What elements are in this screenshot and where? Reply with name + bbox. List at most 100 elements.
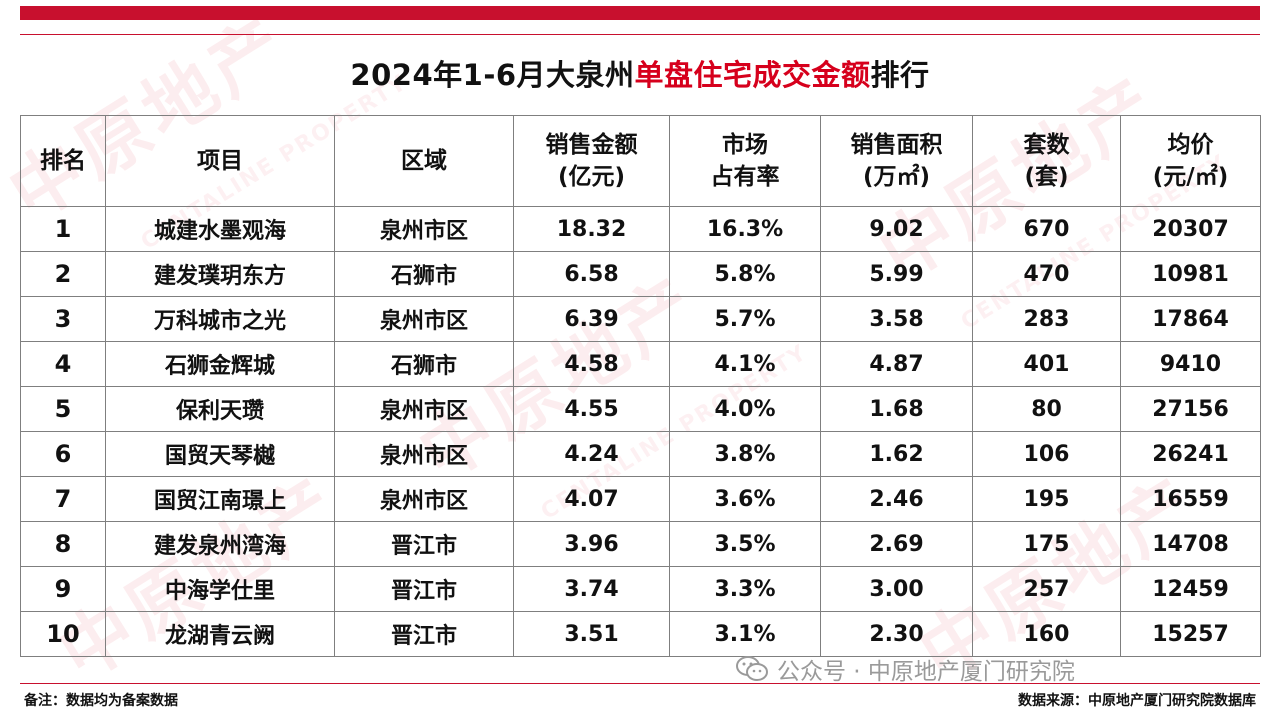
column-header: 区域 [334, 115, 514, 207]
project-cell: 国贸江南璟上 [105, 476, 335, 522]
table-row: 8 建发泉州湾海 晋江市 3.96 3.5% 2.69 175 14708 [20, 521, 1261, 567]
rank-cell: 8 [20, 521, 106, 567]
sales-area-cell: 5.99 [820, 251, 973, 297]
sales-area-cell: 1.62 [820, 431, 973, 477]
units-cell: 80 [972, 386, 1121, 432]
column-header-unit: (万㎡) [862, 164, 931, 190]
rank-cell: 2 [20, 251, 106, 297]
column-header: 销售金额 (亿元) [513, 115, 670, 207]
units-cell: 401 [972, 341, 1121, 387]
project-cell: 国贸天琴樾 [105, 431, 335, 477]
sales-amount-cell: 4.24 [513, 431, 670, 477]
column-header-label: 项目 [197, 148, 243, 174]
region-cell: 泉州市区 [334, 386, 514, 432]
market-share-cell: 5.8% [669, 251, 821, 297]
table-row: 2 建发璞玥东方 石狮市 6.58 5.8% 5.99 470 10981 [20, 251, 1261, 297]
rank-cell: 7 [20, 476, 106, 522]
sales-amount-cell: 18.32 [513, 206, 670, 252]
public-account-text: 公众号 · 中原地产厦门研究院 [777, 659, 1075, 685]
sales-area-cell: 9.02 [820, 206, 973, 252]
avg-price-cell: 15257 [1120, 611, 1261, 657]
table-header-row: 排名 项目 区域 销售金额 (亿元) 市场 占有率 销售面积 (万㎡) 套数 (套) 均价 (元/㎡) [20, 115, 1261, 207]
wechat-icon [736, 656, 768, 681]
market-share-cell: 16.3% [669, 206, 821, 252]
sales-amount-cell: 3.96 [513, 521, 670, 567]
region-cell: 石狮市 [334, 251, 514, 297]
rank-cell: 1 [20, 206, 106, 252]
column-header: 项目 [105, 115, 335, 207]
project-cell: 保利天瓒 [105, 386, 335, 432]
sales-area-cell: 3.58 [820, 296, 973, 342]
table-row: 9 中海学仕里 晋江市 3.74 3.3% 3.00 257 12459 [20, 566, 1261, 612]
page-title: 2024年1-6月大泉州单盘住宅成交金额排行 [20, 52, 1260, 94]
sales-area-cell: 2.30 [820, 611, 973, 657]
avg-price-cell: 20307 [1120, 206, 1261, 252]
column-header-unit: 占有率 [710, 164, 780, 190]
project-cell: 建发璞玥东方 [105, 251, 335, 297]
column-header-unit: (元/㎡) [1152, 164, 1229, 190]
units-cell: 175 [972, 521, 1121, 567]
column-header-unit: (套) [1024, 164, 1069, 190]
region-cell: 晋江市 [334, 611, 514, 657]
column-header-label: 均价 [1167, 132, 1214, 158]
rank-cell: 3 [20, 296, 106, 342]
project-cell: 城建水墨观海 [105, 206, 335, 252]
market-share-cell: 3.8% [669, 431, 821, 477]
sales-amount-cell: 4.58 [513, 341, 670, 387]
sales-area-cell: 2.69 [820, 521, 973, 567]
market-share-cell: 3.6% [669, 476, 821, 522]
rank-cell: 6 [20, 431, 106, 477]
footer-source: 数据来源：中原地产厦门研究院数据库 [1018, 693, 1256, 709]
rank-cell: 9 [20, 566, 106, 612]
rank-cell: 4 [20, 341, 106, 387]
units-cell: 106 [972, 431, 1121, 477]
public-account-label: 公众号 · 中原地产厦门研究院 [735, 652, 1075, 686]
table-row: 10 龙湖青云阙 晋江市 3.51 3.1% 2.30 160 15257 [20, 611, 1261, 657]
table-row: 4 石狮金辉城 石狮市 4.58 4.1% 4.87 401 9410 [20, 341, 1261, 387]
project-cell: 龙湖青云阙 [105, 611, 335, 657]
footer-note: 备注：数据均为备案数据 [24, 693, 178, 709]
region-cell: 泉州市区 [334, 206, 514, 252]
region-cell: 石狮市 [334, 341, 514, 387]
ranking-table: 排名 项目 区域 销售金额 (亿元) 市场 占有率 销售面积 (万㎡) 套数 (套) 均价 (元/㎡) … [20, 115, 1261, 657]
market-share-cell: 3.5% [669, 521, 821, 567]
sales-area-cell: 2.46 [820, 476, 973, 522]
region-cell: 泉州市区 [334, 476, 514, 522]
project-cell: 中海学仕里 [105, 566, 335, 612]
column-header: 销售面积 (万㎡) [820, 115, 973, 207]
table-row: 3 万科城市之光 泉州市区 6.39 5.7% 3.58 283 17864 [20, 296, 1261, 342]
sales-area-cell: 4.87 [820, 341, 973, 387]
title-highlight: 单盘住宅成交金额 [634, 58, 871, 92]
market-share-cell: 5.7% [669, 296, 821, 342]
project-cell: 万科城市之光 [105, 296, 335, 342]
column-header: 市场 占有率 [669, 115, 821, 207]
column-header-label: 区域 [401, 148, 447, 174]
region-cell: 晋江市 [334, 566, 514, 612]
region-cell: 晋江市 [334, 521, 514, 567]
units-cell: 670 [972, 206, 1121, 252]
sales-amount-cell: 4.55 [513, 386, 670, 432]
sales-amount-cell: 4.07 [513, 476, 670, 522]
sales-amount-cell: 3.74 [513, 566, 670, 612]
sales-amount-cell: 6.58 [513, 251, 670, 297]
rank-cell: 10 [20, 611, 106, 657]
market-share-cell: 4.1% [669, 341, 821, 387]
table-row: 5 保利天瓒 泉州市区 4.55 4.0% 1.68 80 27156 [20, 386, 1261, 432]
sales-area-cell: 3.00 [820, 566, 973, 612]
top-accent-bar [20, 6, 1260, 20]
divider-line [20, 34, 1260, 35]
project-cell: 石狮金辉城 [105, 341, 335, 387]
project-cell: 建发泉州湾海 [105, 521, 335, 567]
avg-price-cell: 27156 [1120, 386, 1261, 432]
sales-area-cell: 1.68 [820, 386, 973, 432]
rank-cell: 5 [20, 386, 106, 432]
column-header-unit: (亿元) [557, 164, 626, 190]
column-header-label: 销售面积 [850, 132, 943, 158]
avg-price-cell: 14708 [1120, 521, 1261, 567]
region-cell: 泉州市区 [334, 296, 514, 342]
avg-price-cell: 12459 [1120, 566, 1261, 612]
avg-price-cell: 9410 [1120, 341, 1261, 387]
market-share-cell: 4.0% [669, 386, 821, 432]
units-cell: 283 [972, 296, 1121, 342]
units-cell: 195 [972, 476, 1121, 522]
